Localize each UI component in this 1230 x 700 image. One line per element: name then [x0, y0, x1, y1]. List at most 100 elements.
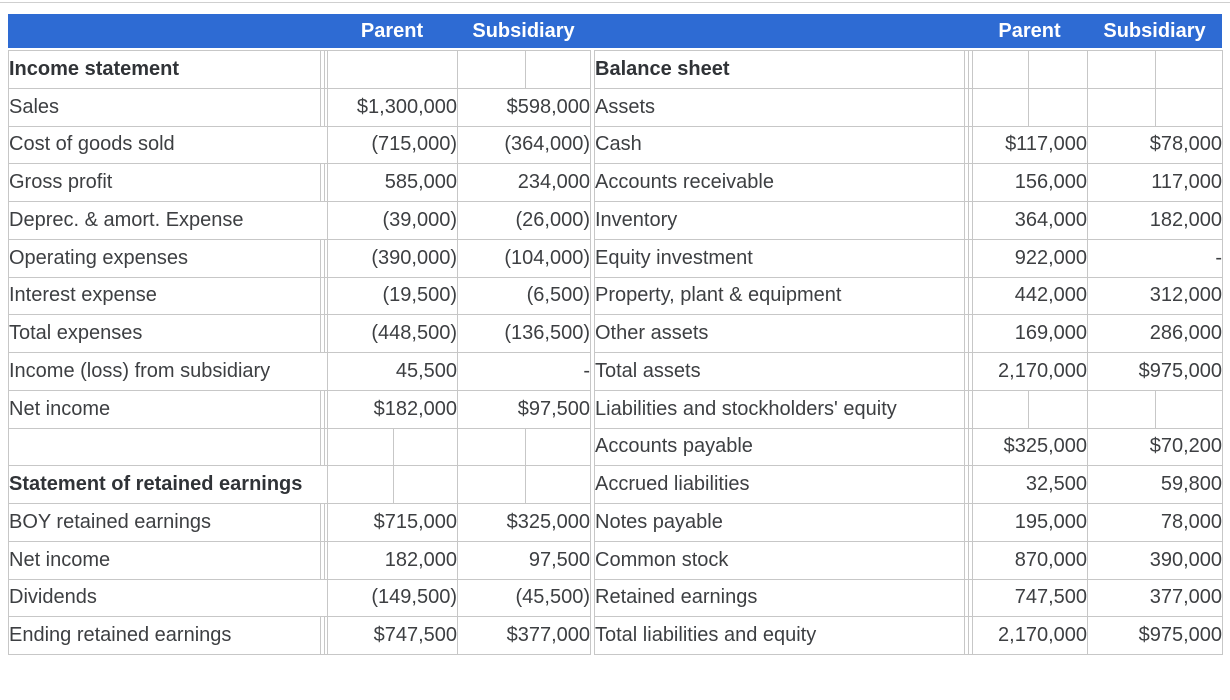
row-label: Other assets [594, 314, 965, 353]
subsidiary-value: - [1087, 238, 1223, 278]
parent-value: $715,000 [327, 503, 458, 542]
table-row: Common stock 870,000 390,000 [594, 540, 1223, 580]
row-label: Inventory [594, 201, 965, 240]
subsidiary-value: 312,000 [1087, 276, 1223, 316]
subsidiary-value: (26,000) [457, 201, 591, 240]
row-label: Interest expense [8, 276, 321, 316]
subsidiary-value: 97,500 [457, 540, 591, 580]
row-label: Cost of goods sold [8, 125, 328, 165]
table-row: Operating expenses (390,000) (104,000) [8, 238, 591, 278]
table-row [8, 427, 591, 467]
subsidiary-value: $325,000 [457, 503, 591, 542]
table-row: Statement of retained earnings [8, 465, 591, 504]
row-label: Income statement [8, 50, 321, 89]
table-row: Dividends (149,500) (45,500) [8, 578, 591, 618]
empty-parent-cell [972, 87, 1029, 127]
subsidiary-value: 377,000 [1087, 578, 1223, 618]
row-label: Ending retained earnings [8, 616, 321, 655]
table-row: Liabilities and stockholders' equity [594, 389, 1223, 429]
empty-subsidiary-cell [457, 465, 526, 504]
row-label: Retained earnings [594, 578, 965, 618]
parent-value: $325,000 [972, 427, 1088, 467]
row-label: Liabilities and stockholders' equity [594, 389, 965, 429]
parent-value: 922,000 [972, 238, 1088, 278]
income-statement-table: Income statement Sales $1,300,000 $598,000 C… [8, 50, 591, 655]
row-label: Sales [8, 87, 321, 127]
row-label: Operating expenses [8, 238, 321, 278]
subsidiary-value: 286,000 [1087, 314, 1223, 353]
subsidiary-value: - [457, 352, 591, 391]
parent-value: $747,500 [327, 616, 458, 655]
parent-value: (39,000) [327, 201, 458, 240]
empty-parent-cell [327, 465, 394, 504]
column-header-band: Parent Subsidiary Parent Subsidiary [8, 14, 1222, 48]
table-row: Other assets 169,000 286,000 [594, 314, 1223, 353]
row-label: Gross profit [8, 163, 321, 202]
row-label: Equity investment [594, 238, 965, 278]
empty-parent-cell [972, 389, 1029, 429]
row-label: Cash [594, 125, 965, 165]
row-label: Income (loss) from subsidiary [8, 352, 328, 391]
subsidiary-value: (6,500) [457, 276, 591, 316]
parent-value: $1,300,000 [327, 87, 458, 127]
row-label: Net income [8, 389, 321, 429]
row-label: Accrued liabilities [594, 465, 965, 504]
table-row: Property, plant & equipment 442,000 312,00… [594, 276, 1223, 316]
table-row: Sales $1,300,000 $598,000 [8, 87, 591, 127]
table-row: Total expenses (448,500) (136,500) [8, 314, 591, 353]
subsidiary-value: (136,500) [457, 314, 591, 353]
empty-parent-cell [1028, 389, 1088, 429]
parent-value: $117,000 [972, 125, 1088, 165]
parent-value: 364,000 [972, 201, 1088, 240]
parent-value: 442,000 [972, 276, 1088, 316]
table-row: Accrued liabilities 32,500 59,800 [594, 465, 1223, 504]
row-label: Balance sheet [594, 50, 965, 89]
row-label: Assets [594, 87, 965, 127]
parent-value: 2,170,000 [972, 352, 1088, 391]
empty-subsidiary-cell [457, 427, 526, 467]
parent-column-header-right: Parent [998, 20, 1061, 42]
top-divider [0, 2, 1230, 3]
subsidiary-value: $975,000 [1087, 616, 1223, 655]
empty-subsidiary-cell [1155, 389, 1223, 429]
table-row: Equity investment 922,000- [594, 238, 1223, 278]
table-row: Total assets 2,170,000 $975,000 [594, 352, 1223, 391]
row-label: Total liabilities and equity [594, 616, 965, 655]
empty-subsidiary-cell [525, 50, 591, 89]
balance-sheet-table: Balance sheet Assets Cash $117,000 $78,000 Ac… [594, 50, 1223, 655]
subsidiary-value: $598,000 [457, 87, 591, 127]
table-row: Deprec. & amort. Expense (39,000) (26,000) [8, 201, 591, 240]
parent-value: 195,000 [972, 503, 1088, 542]
row-label: Property, plant & equipment [594, 276, 965, 316]
table-row: Accounts payable $325,000 $70,200 [594, 427, 1223, 467]
subsidiary-value: $70,200 [1087, 427, 1223, 467]
empty-subsidiary-cell [1087, 50, 1156, 89]
empty-parent-cell [393, 427, 458, 467]
subsidiary-value: 234,000 [457, 163, 591, 202]
row-label: Total expenses [8, 314, 321, 353]
empty-subsidiary-cell [525, 427, 591, 467]
table-row: Balance sheet [594, 50, 1223, 89]
subsidiary-value: (45,500) [457, 578, 591, 618]
row-label: Dividends [8, 578, 328, 618]
table-row: Ending retained earnings $747,500 $377,000 [8, 616, 591, 655]
row-label: BOY retained earnings [8, 503, 321, 542]
table-row: Notes payable 195,000 78,000 [594, 503, 1223, 542]
subsidiary-value: 117,000 [1087, 163, 1223, 202]
parent-value: 32,500 [972, 465, 1088, 504]
table-row: BOY retained earnings $715,000 $325,000 [8, 503, 591, 542]
empty-subsidiary-cell [457, 50, 526, 89]
parent-value: (715,000) [327, 125, 458, 165]
subsidiary-value: 78,000 [1087, 503, 1223, 542]
row-label: Statement of retained earnings [8, 465, 328, 504]
empty-subsidiary-cell [525, 465, 591, 504]
empty-subsidiary-cell [1087, 87, 1156, 127]
empty-parent-cell [1028, 87, 1088, 127]
table-row: Interest expense (19,500) (6,500) [8, 276, 591, 316]
empty-parent-cell [972, 50, 1029, 89]
table-row: Retained earnings 747,500 377,000 [594, 578, 1223, 618]
row-label: Accounts receivable [594, 163, 965, 202]
row-label: Deprec. & amort. Expense [8, 201, 328, 240]
table-row: Inventory 364,000 182,000 [594, 201, 1223, 240]
